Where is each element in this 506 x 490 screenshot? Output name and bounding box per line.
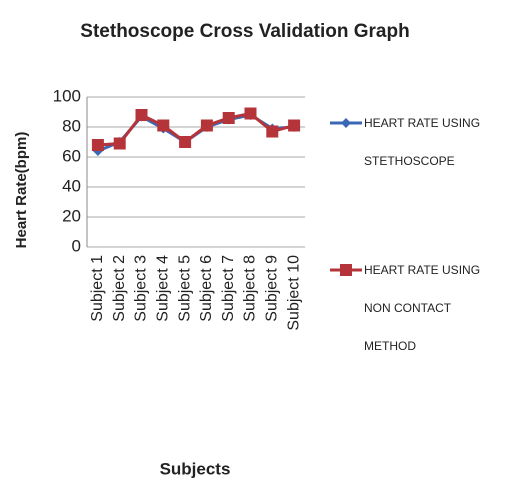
x-tick-label: Subject 7 [220,255,237,322]
marker [244,107,257,120]
marker [135,109,148,121]
legend-entry: HEART RATE USING STETHOSCOPE [364,116,481,168]
x-tick-label: Subject 4 [155,255,172,322]
x-tick-label: Subject 5 [176,255,193,322]
legend-label: HEART RATE USING NON CONTACT METHOD [364,263,481,353]
legend-label: HEART RATE USING STETHOSCOPE [364,116,481,168]
y-tick-label: 60 [62,146,81,165]
x-tick-label: Subject 1 [89,255,106,322]
series [91,107,301,151]
x-axis-label: Subjects [160,459,231,478]
y-tick-label: 80 [62,116,81,135]
marker [288,119,301,132]
marker [179,136,192,148]
marker [113,137,126,150]
legend-entry: HEART RATE USING NON CONTACT METHOD [364,263,481,353]
x-tick-label: Subject 9 [264,255,281,322]
marker [157,119,170,132]
series-line [97,111,295,147]
x-tick-label: Subject 2 [111,255,128,322]
y-tick-label: 0 [72,236,81,255]
marker [200,119,213,132]
x-tick-label: Subject 8 [242,255,259,322]
y-tick-label: 100 [53,86,81,105]
marker [266,125,279,138]
marker [222,112,235,124]
marker [91,139,104,151]
x-tick-label: Subject 6 [198,255,215,322]
marker [341,118,351,128]
marker [340,264,352,276]
y-tick-label: 20 [62,206,81,225]
y-tick-label: 40 [62,176,81,195]
chart-title: Stethoscope Cross Validation Graph [80,21,409,42]
x-tick-label: Subject 3 [133,255,150,322]
x-tick-label: Subject 10 [285,255,302,331]
y-axis-label: Heart Rate(bpm) [13,132,30,249]
